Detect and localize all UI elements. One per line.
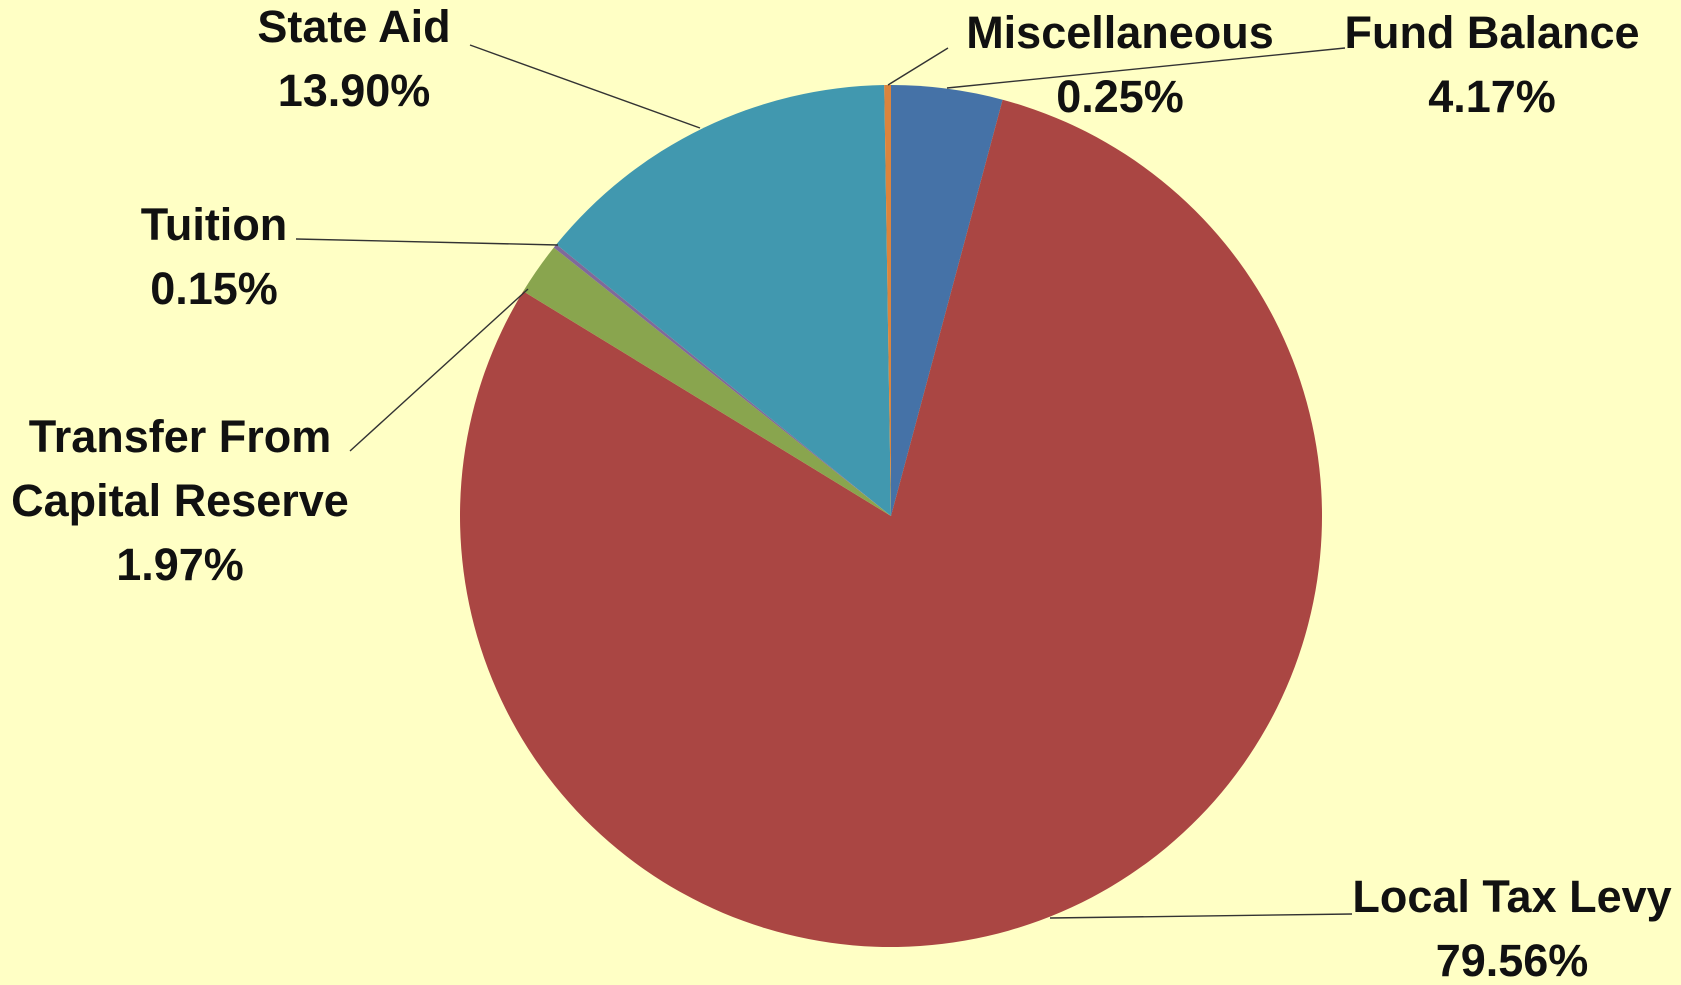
pie-slice-miscellaneous [884,84,891,517]
pie-slice-fund-balance [891,85,1003,516]
pie-slices [460,84,1323,948]
slice-label-state-aid: State Aid 13.90% [257,1,450,116]
slice-label-transfer-from-capital-reserve: Transfer From Capital Reserve 1.97% [11,411,349,590]
slice-labels: Fund Balance 4.17% Local Tax Levy 79.56% Tra… [11,1,1672,985]
pie-slice-state-aid [556,85,891,517]
leader-line-state-aid [469,44,701,129]
slice-label-tuition: Tuition 0.15% [141,199,288,314]
leader-line-tuition [295,238,559,246]
leader-line-miscellaneous [887,47,949,86]
slice-label-local-tax-levy: Local Tax Levy 79.56% [1352,871,1671,985]
pie-slice-transfer-from-capital-reserve [523,247,891,516]
slice-label-fund-balance: Fund Balance 4.17% [1344,7,1639,122]
leader-line-transfer-from-capital-reserve [349,288,529,452]
leader-lines [295,44,1353,919]
pie-slice-local-tax-levy [460,99,1323,948]
slice-label-miscellaneous: Miscellaneous 0.25% [966,7,1274,122]
leader-line-fund-balance [946,47,1346,89]
pie-slice-tuition [553,244,891,516]
leader-line-local-tax-levy [1049,913,1353,919]
